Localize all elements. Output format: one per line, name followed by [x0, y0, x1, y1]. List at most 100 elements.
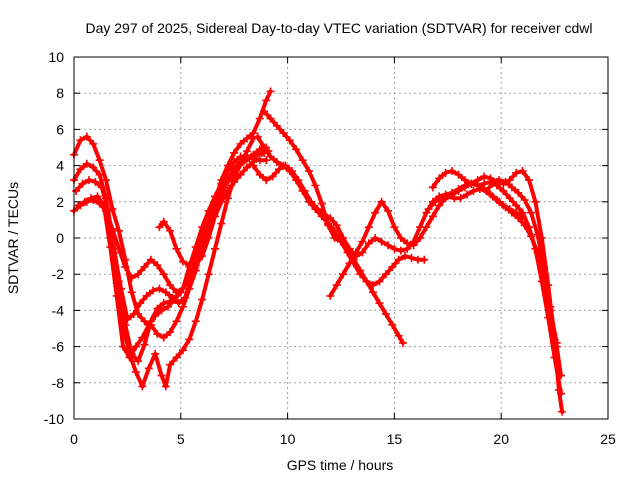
data-point-plus-marker [97, 183, 106, 192]
y-tick-label: -10 [44, 411, 64, 427]
data-point-plus-marker [178, 257, 187, 266]
data-point-plus-marker [407, 253, 416, 262]
data-point-plus-marker [236, 139, 245, 148]
data-point-plus-marker [514, 214, 523, 223]
data-point-plus-marker [255, 170, 264, 179]
data-point-plus-marker [131, 342, 140, 351]
x-axis-ticks: 0 5 10 15 20 25 [70, 57, 616, 447]
data-point-plus-marker [253, 150, 262, 159]
data-point-plus-marker [172, 317, 181, 326]
data-point-plus-marker [119, 320, 128, 329]
data-point-plus-marker [89, 139, 98, 148]
y-axis-label: SDTVAR / TECUs [5, 182, 21, 294]
data-point-plus-marker [499, 186, 508, 195]
x-tick-label: 25 [600, 431, 616, 447]
data-point-plus-marker [170, 295, 179, 304]
data-point-plus-marker [546, 302, 555, 311]
data-point-plus-marker [178, 346, 187, 355]
data-point-plus-marker [371, 208, 380, 217]
y-tick-label: 4 [56, 158, 64, 174]
data-point-plus-marker [114, 226, 123, 235]
data-point-plus-marker [375, 277, 384, 286]
data-point-plus-marker [501, 177, 510, 186]
data-point-plus-marker [319, 210, 328, 219]
data-point-plus-marker [89, 163, 98, 172]
data-point-plus-marker [524, 176, 533, 185]
data-point-plus-marker [99, 201, 108, 210]
data-point-plus-marker [93, 192, 102, 201]
data-point-plus-marker [247, 152, 256, 161]
data-point-plus-marker [480, 172, 489, 181]
data-point-plus-marker [76, 165, 85, 174]
data-point-plus-marker [223, 167, 232, 176]
data-point-plus-marker [159, 333, 168, 342]
data-point-plus-marker [114, 244, 123, 253]
data-point-plus-marker [409, 241, 418, 250]
data-point-plus-marker [557, 371, 566, 380]
data-point-plus-marker [501, 203, 510, 212]
data-point-plus-marker [371, 234, 380, 242]
series-trace [157, 160, 256, 268]
data-point-plus-marker [243, 147, 252, 156]
x-tick-label: 15 [387, 431, 403, 447]
data-point-plus-marker [527, 208, 536, 217]
data-point-plus-marker [151, 311, 160, 320]
data-point-plus-marker [268, 172, 277, 181]
data-point-plus-marker [153, 304, 162, 313]
data-point-plus-marker [381, 270, 390, 279]
data-point-plus-marker [381, 310, 390, 319]
data-point-plus-marker [266, 152, 275, 161]
data-point-plus-marker [518, 208, 527, 217]
data-point-plus-marker [153, 261, 162, 270]
data-point-plus-marker [520, 221, 529, 230]
chart-title: Day 297 of 2025, Sidereal Day-to-day VTE… [85, 20, 592, 36]
data-point-plus-marker [217, 219, 226, 228]
data-point-plus-marker [210, 212, 219, 221]
data-point-plus-marker [262, 156, 271, 165]
data-point-plus-marker [140, 262, 149, 271]
data-point-plus-marker [262, 96, 271, 105]
data-point-plus-marker [388, 262, 397, 271]
data-point-plus-marker [390, 244, 399, 253]
data-point-plus-marker [285, 136, 294, 145]
data-point-plus-marker [369, 288, 378, 297]
data-point-plus-marker [249, 161, 258, 170]
data-point-plus-marker [441, 168, 450, 177]
data-point-plus-marker [159, 217, 168, 226]
data-point-plus-marker [87, 194, 96, 203]
data-point-plus-marker [72, 186, 81, 195]
data-point-plus-marker [163, 302, 172, 311]
data-point-plus-marker [112, 279, 121, 288]
data-point-plus-marker [127, 273, 136, 282]
data-point-plus-marker [255, 145, 264, 154]
data-point-plus-marker [272, 157, 281, 166]
data-point-plus-marker [448, 167, 457, 176]
data-point-plus-marker [178, 302, 187, 311]
data-point-plus-marker [129, 310, 138, 319]
data-point-plus-marker [176, 288, 185, 297]
data-point-plus-marker [166, 281, 175, 290]
data-point-plus-marker [430, 197, 439, 206]
data-point-plus-marker [253, 132, 262, 141]
data-point-plus-marker [151, 349, 160, 358]
data-point-plus-marker [351, 248, 360, 257]
data-point-plus-marker [108, 224, 117, 233]
data-point-plus-marker [428, 212, 437, 221]
data-point-plus-marker [456, 194, 465, 203]
data-point-plus-marker [172, 353, 181, 362]
data-point-plus-marker [210, 244, 219, 253]
x-tick-label: 0 [70, 431, 78, 447]
data-point-plus-marker [102, 176, 111, 185]
data-point-plus-marker [377, 197, 386, 206]
data-point-plus-marker [166, 328, 175, 337]
data-point-plus-marker [134, 357, 143, 366]
series-arc-i [253, 132, 429, 290]
data-point-plus-marker [482, 186, 491, 195]
data-point-plus-marker [76, 136, 85, 145]
data-point-plus-marker [84, 176, 93, 185]
data-point-plus-marker [512, 168, 521, 177]
data-point-plus-marker [155, 284, 164, 293]
data-point-plus-marker [364, 239, 373, 248]
data-point-plus-marker [396, 246, 405, 255]
data-point-plus-marker [108, 205, 117, 214]
